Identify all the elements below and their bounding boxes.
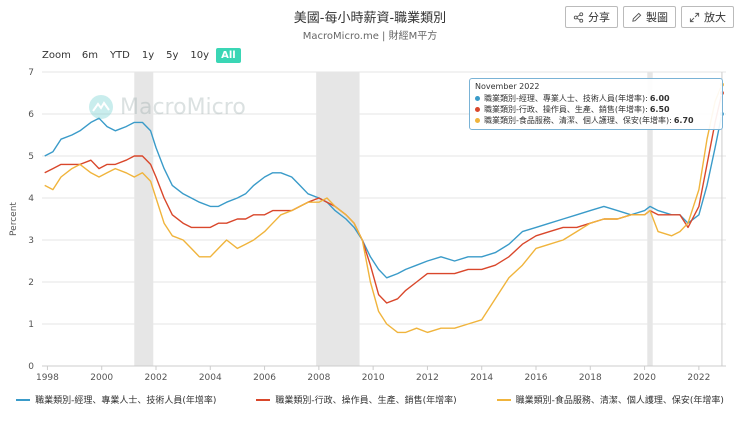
series1-swatch-icon (16, 398, 31, 401)
legend-item-series1[interactable]: 職業類別-經理、專業人士、技術人員(年增率) (16, 393, 216, 406)
macromicro-logo-icon (89, 95, 113, 119)
zoom-10y-button[interactable]: 10y (190, 50, 210, 61)
y-tick-label: 4 (28, 194, 34, 204)
x-tick-label: 2016 (525, 373, 548, 383)
series1-dot-icon (475, 96, 480, 101)
chart-legend: 職業類別-經理、專業人士、技術人員(年增率) 職業類別-行政、操作員、生產、銷售… (0, 393, 740, 406)
tooltip-row: 職業類別-經理、專業人士、技術人員(年增率): 6.00 (475, 93, 717, 104)
expand-icon (689, 12, 700, 22)
data-tooltip: November 2022 職業類別-經理、專業人士、技術人員(年增率): 6.… (469, 78, 723, 130)
zoom-6m-button[interactable]: 6m (81, 50, 98, 61)
y-tick-label: 2 (28, 278, 34, 288)
y-tick-label: 5 (28, 152, 34, 162)
x-tick-label: 2014 (470, 373, 493, 383)
tooltip-row-value: 6.00 (649, 94, 670, 103)
expand-button[interactable]: 放大 (681, 6, 734, 28)
legend-label: 職業類別-食品服務、清潔、個人護理、保安(年增率) (515, 396, 724, 406)
x-tick-label: 2006 (253, 373, 276, 383)
share-button[interactable]: 分享 (565, 6, 618, 28)
chart-title: 美國-每小時薪資-職業類別 (293, 11, 447, 26)
tooltip-row-label: 職業類別-行政、操作員、生產、銷售(年增率) (484, 105, 646, 114)
zoom-ytd-button[interactable]: YTD (109, 50, 130, 61)
series-line-1 (44, 113, 723, 279)
y-tick-label: 6 (28, 110, 34, 120)
x-tick-label: 2008 (307, 373, 330, 383)
y-axis-label: Percent (9, 202, 19, 236)
zoom-1y-button[interactable]: 1y (141, 50, 155, 61)
y-tick-label: 0 (28, 362, 34, 372)
tooltip-row-label: 職業類別-經理、專業人士、技術人員(年增率) (484, 94, 646, 103)
x-tick-label: 2018 (579, 373, 602, 383)
x-tick-label: 2002 (145, 373, 168, 383)
watermark-text: MacroMicro (120, 94, 246, 120)
series2-dot-icon (475, 107, 480, 112)
pencil-icon (632, 12, 642, 22)
tooltip-row: 職業類別-食品服務、清潔、個人護理、保安(年增率): 6.70 (475, 115, 717, 126)
x-tick-label: 2012 (416, 373, 439, 383)
x-tick-label: 2004 (199, 373, 222, 383)
tooltip-row: 職業類別-行政、操作員、生產、銷售(年增率): 6.50 (475, 104, 717, 115)
x-tick-label: 2010 (362, 373, 385, 383)
draw-button[interactable]: 製圖 (623, 6, 676, 28)
legend-label: 職業類別-經理、專業人士、技術人員(年增率) (35, 396, 217, 406)
legend-item-series3[interactable]: 職業類別-食品服務、清潔、個人護理、保安(年增率) (496, 393, 724, 406)
watermark: MacroMicro (88, 94, 246, 120)
draw-label: 製圖 (646, 11, 668, 24)
series2-swatch-icon (256, 398, 271, 401)
zoom-5y-button[interactable]: 5y (166, 50, 179, 61)
zoom-all-button[interactable]: All (216, 48, 241, 63)
x-tick-label: 2020 (633, 373, 656, 383)
series3-swatch-icon (496, 398, 511, 401)
tooltip-row-value: 6.50 (649, 105, 670, 114)
y-tick-label: 3 (28, 236, 34, 246)
zoom-bar: Zoom 6m YTD 1y 5y 10y All (42, 48, 241, 63)
x-tick-label: 2000 (90, 373, 113, 383)
expand-label: 放大 (704, 11, 726, 24)
tooltip-row-label: 職業類別-食品服務、清潔、個人護理、保安(年增率) (484, 116, 670, 125)
y-tick-label: 7 (28, 68, 34, 78)
zoom-label: Zoom (42, 50, 71, 61)
legend-label: 職業類別-行政、操作員、生產、銷售(年增率) (275, 396, 457, 406)
recession-band (647, 72, 653, 366)
share-label: 分享 (588, 11, 610, 24)
y-tick-label: 1 (28, 320, 34, 330)
share-icon (573, 11, 584, 23)
toolbar: 分享 製圖 放大 (565, 6, 734, 28)
series3-dot-icon (475, 118, 480, 123)
chart-subtitle: MacroMicro.me | 財經M平方 (302, 31, 438, 42)
tooltip-row-value: 6.70 (673, 116, 694, 125)
series-line-3 (44, 84, 723, 334)
x-tick-label: 2022 (687, 373, 710, 383)
recession-band (134, 72, 154, 366)
legend-item-series2[interactable]: 職業類別-行政、操作員、生產、銷售(年增率) (256, 393, 457, 406)
x-tick-label: 1998 (36, 373, 59, 383)
recession-band (316, 72, 360, 366)
tooltip-date: November 2022 (475, 82, 540, 91)
